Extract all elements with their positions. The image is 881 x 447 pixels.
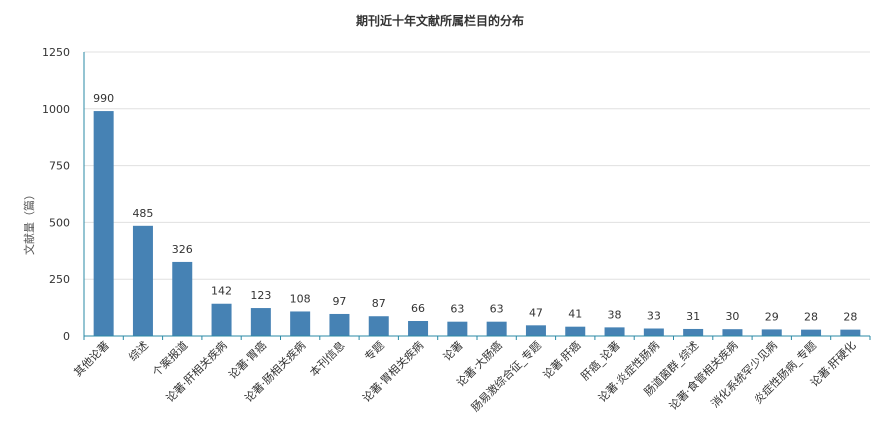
- chart-title: 期刊近十年文献所属栏目的分布: [356, 13, 524, 28]
- bar: [722, 329, 743, 336]
- bar: [643, 328, 664, 336]
- bar: [565, 326, 586, 336]
- bar-value-label: 41: [568, 308, 582, 321]
- bar: [93, 111, 114, 337]
- bar-value-label: 97: [332, 295, 346, 308]
- y-tick-label: 500: [49, 216, 70, 229]
- bar: [408, 321, 429, 336]
- bar-value-label: 990: [93, 92, 114, 105]
- bar: [840, 329, 861, 336]
- bar-value-label: 66: [411, 302, 425, 315]
- gridlines: [84, 51, 870, 280]
- x-tick-label: 论著·肝癌: [540, 338, 583, 381]
- bar-value-label: 31: [686, 310, 700, 323]
- bar: [368, 316, 389, 336]
- bar: [172, 261, 193, 336]
- x-tick-label: 综述: [126, 338, 151, 363]
- bar-value-label: 38: [608, 308, 622, 321]
- bar-value-label: 142: [211, 285, 232, 298]
- x-tick-label: 个案报道: [149, 338, 190, 379]
- bar-value-label: 47: [529, 306, 543, 319]
- bar: [486, 321, 507, 336]
- bar: [329, 313, 350, 336]
- bar: [250, 308, 271, 336]
- bar: [761, 329, 782, 336]
- bar-value-label: 63: [450, 303, 464, 316]
- x-tick-label: 消化系统罕少见病: [708, 338, 780, 410]
- bar-value-label: 87: [372, 297, 386, 310]
- y-axis-label: 文献量（篇）: [22, 189, 36, 255]
- y-tick-label: 1250: [42, 46, 70, 59]
- x-tick-label: 其他论著: [71, 338, 112, 379]
- bar-value-label: 29: [765, 310, 779, 323]
- bar-value-label: 28: [804, 311, 818, 324]
- x-tick-label: 论著·食管相关疾病: [666, 338, 741, 413]
- data-labels: 990 485 326 142 123 108 97 87 66 63 63 47 41 38 33 31 30…: [93, 92, 857, 324]
- x-tick-label: 肠易激综合征_专题: [468, 338, 544, 414]
- bar-value-label: 108: [290, 292, 311, 305]
- y-tick-label: 250: [49, 273, 70, 286]
- bar: [604, 327, 625, 336]
- bars: [93, 111, 861, 337]
- bar: [683, 328, 704, 336]
- bar-value-label: 485: [132, 207, 153, 220]
- bar: [447, 321, 468, 336]
- bar-value-label: 28: [843, 311, 857, 324]
- bar-value-label: 123: [250, 289, 271, 302]
- bar-value-label: 63: [490, 303, 504, 316]
- x-tick-label: 专题: [361, 338, 386, 363]
- bar-value-label: 33: [647, 310, 661, 323]
- bar: [132, 225, 153, 336]
- y-tick-label: 1000: [42, 103, 70, 116]
- y-tick-label: 0: [63, 330, 70, 343]
- x-tick-label: 论著: [440, 338, 465, 363]
- bar: [211, 303, 232, 336]
- bar: [801, 329, 822, 336]
- bar: [290, 311, 311, 336]
- axes: [83, 52, 870, 337]
- bar-value-label: 30: [725, 310, 739, 323]
- bar-value-label: 326: [172, 243, 193, 256]
- x-tick-label: 本刊信息: [307, 338, 348, 379]
- y-tick-label: 750: [49, 160, 70, 173]
- y-axis-ticks: 0 250 500 750 1000 1250: [42, 46, 70, 343]
- bar: [525, 325, 546, 336]
